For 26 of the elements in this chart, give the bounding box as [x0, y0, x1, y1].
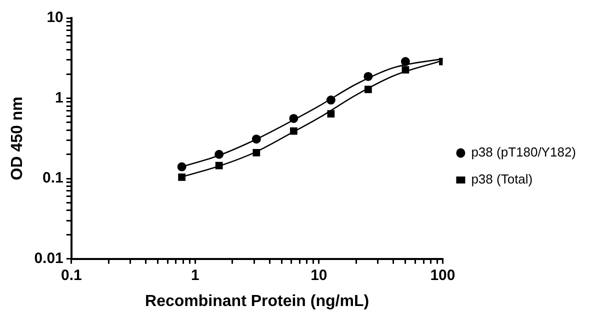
x-tick-label: 100: [430, 266, 456, 284]
point: [252, 148, 260, 156]
point: [252, 134, 261, 144]
y-tick-label: 0.01: [34, 250, 64, 267]
y-tick-label: 1: [55, 89, 64, 106]
point: [290, 127, 298, 135]
x-axis-title: Recombinant Protein (ng/mL): [145, 292, 370, 310]
x-tick-label: 0.1: [60, 266, 82, 284]
legend-label: p38 (pT180/Y182): [471, 144, 576, 160]
y-axis-title: OD 450 nm: [9, 96, 26, 180]
point: [289, 114, 298, 123]
legend-label: p38 (Total): [471, 172, 533, 187]
point: [178, 173, 186, 181]
point: [402, 66, 410, 74]
point: [364, 72, 373, 81]
point: [364, 86, 372, 94]
point: [214, 150, 224, 159]
y-tick-label: 10: [46, 9, 64, 26]
point: [177, 162, 186, 172]
x-tick-label: 10: [310, 266, 328, 284]
point: [215, 162, 223, 170]
y-tick-label: 0.1: [42, 170, 64, 187]
point: [327, 110, 335, 118]
point: [326, 96, 336, 105]
point: [400, 57, 410, 66]
x-tick-label: 1: [190, 266, 200, 284]
